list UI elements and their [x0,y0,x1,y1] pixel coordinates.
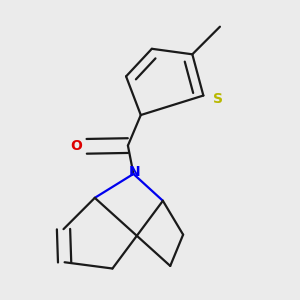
Text: O: O [70,139,82,153]
Text: N: N [128,165,140,179]
Text: S: S [213,92,223,106]
